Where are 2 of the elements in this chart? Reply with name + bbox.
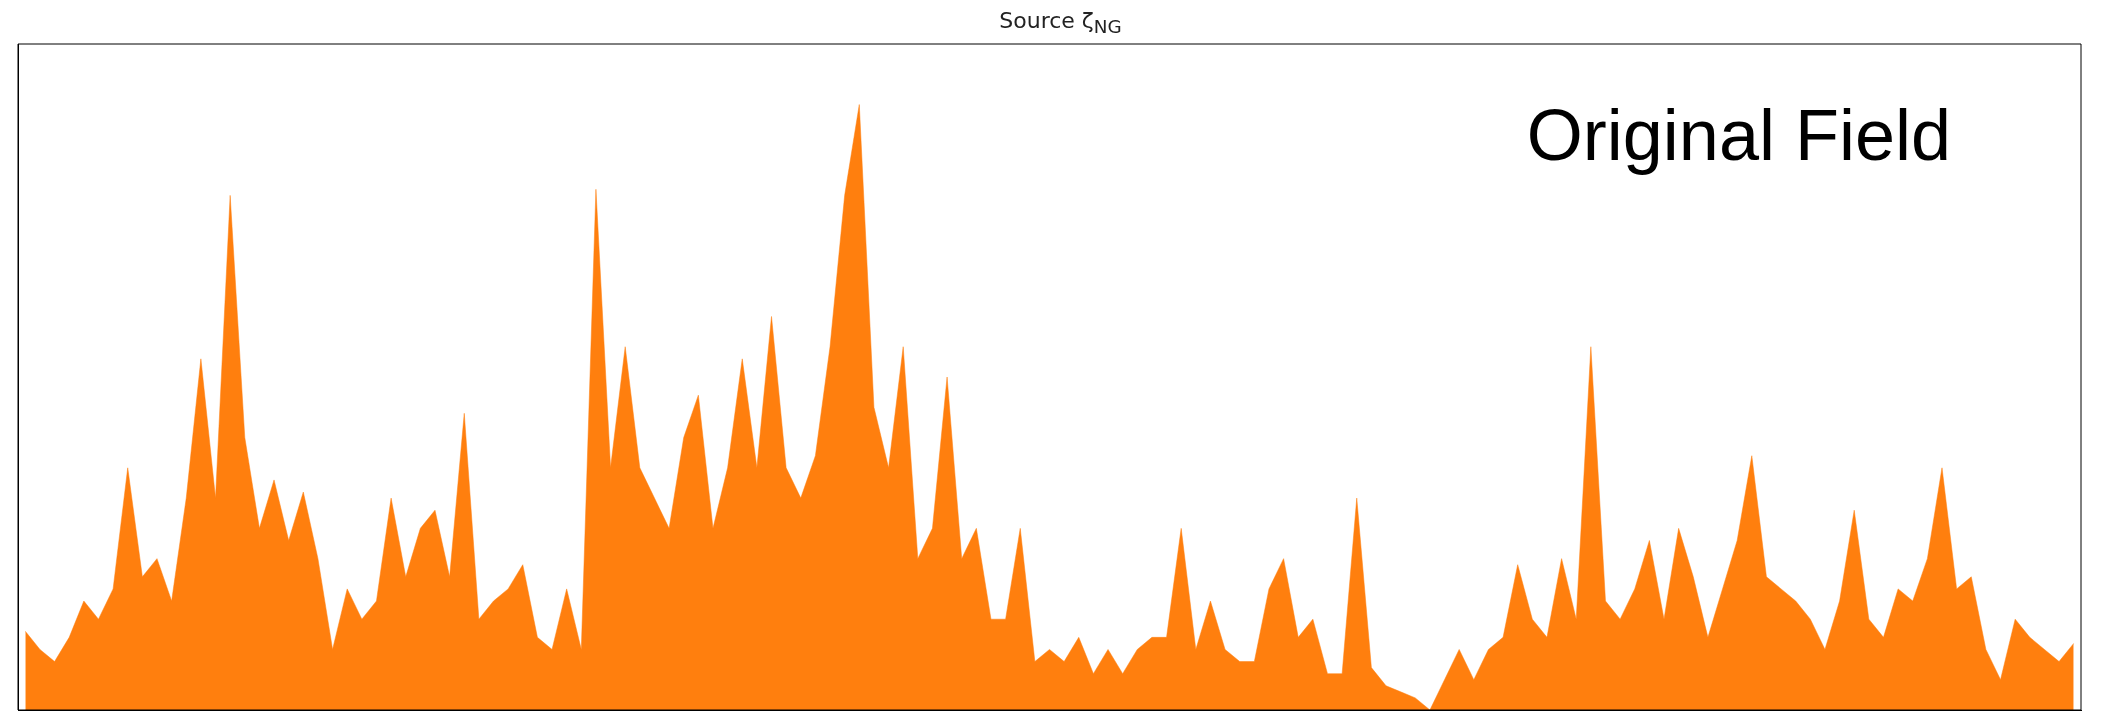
chart-title: Source ζ$_{NG}$ [998,8,1123,38]
annotation: Original Field [1526,94,1951,175]
